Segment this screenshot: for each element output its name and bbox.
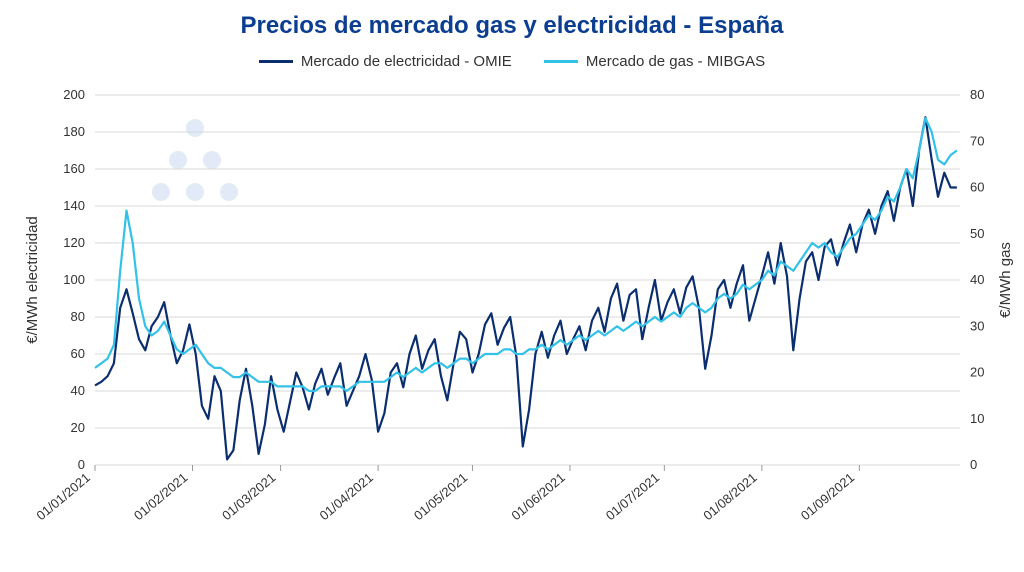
y-left-tick-label: 60 bbox=[71, 346, 85, 361]
x-tick-label: 01/02/2021 bbox=[131, 470, 190, 523]
y-right-tick-label: 80 bbox=[970, 87, 984, 102]
y-right-tick-label: 10 bbox=[970, 411, 984, 426]
y-right-tick-label: 20 bbox=[970, 365, 984, 380]
y-left-tick-label: 200 bbox=[63, 87, 85, 102]
y-left-tick-label: 80 bbox=[71, 309, 85, 324]
y-left-tick-label: 160 bbox=[63, 161, 85, 176]
y-left-tick-label: 100 bbox=[63, 272, 85, 287]
y-left-axis-label: €/MWh electricidad bbox=[24, 216, 41, 344]
y-right-tick-label: 60 bbox=[970, 180, 984, 195]
x-tick-label: 01/04/2021 bbox=[317, 470, 376, 523]
y-left-tick-label: 0 bbox=[78, 457, 85, 472]
y-left-tick-label: 120 bbox=[63, 235, 85, 250]
plot-svg: 0 20 40 60 80 100 120 140 160 180 200 0 10 20 30 40 50 60… bbox=[0, 0, 1024, 572]
watermark-logo bbox=[152, 119, 238, 201]
x-tick-label: 01/08/2021 bbox=[700, 470, 759, 523]
y-left-tick-label: 140 bbox=[63, 198, 85, 213]
y-right-axis-label: €/MWh gas bbox=[997, 242, 1014, 318]
y-left-tick-label: 180 bbox=[63, 124, 85, 139]
y-right-tick-label: 50 bbox=[970, 226, 984, 241]
y-right-tick-label: 30 bbox=[970, 318, 984, 333]
y-left-tick-label: 40 bbox=[71, 383, 85, 398]
y-right-tick-label: 0 bbox=[970, 457, 977, 472]
x-tick-label: 01/09/2021 bbox=[798, 470, 857, 523]
y-right-tick-label: 70 bbox=[970, 133, 984, 148]
x-tick-label: 01/01/2021 bbox=[33, 470, 92, 523]
x-tick-label: 01/05/2021 bbox=[411, 470, 470, 523]
chart-root: Precios de mercado gas y electricidad - … bbox=[0, 0, 1024, 572]
x-tick-label: 01/03/2021 bbox=[219, 470, 278, 523]
x-tick-label: 01/06/2021 bbox=[508, 470, 567, 523]
y-left-tick-label: 20 bbox=[71, 420, 85, 435]
x-tick-label: 01/07/2021 bbox=[603, 470, 662, 523]
y-right-tick-label: 40 bbox=[970, 272, 984, 287]
series-line-gas bbox=[95, 118, 957, 391]
